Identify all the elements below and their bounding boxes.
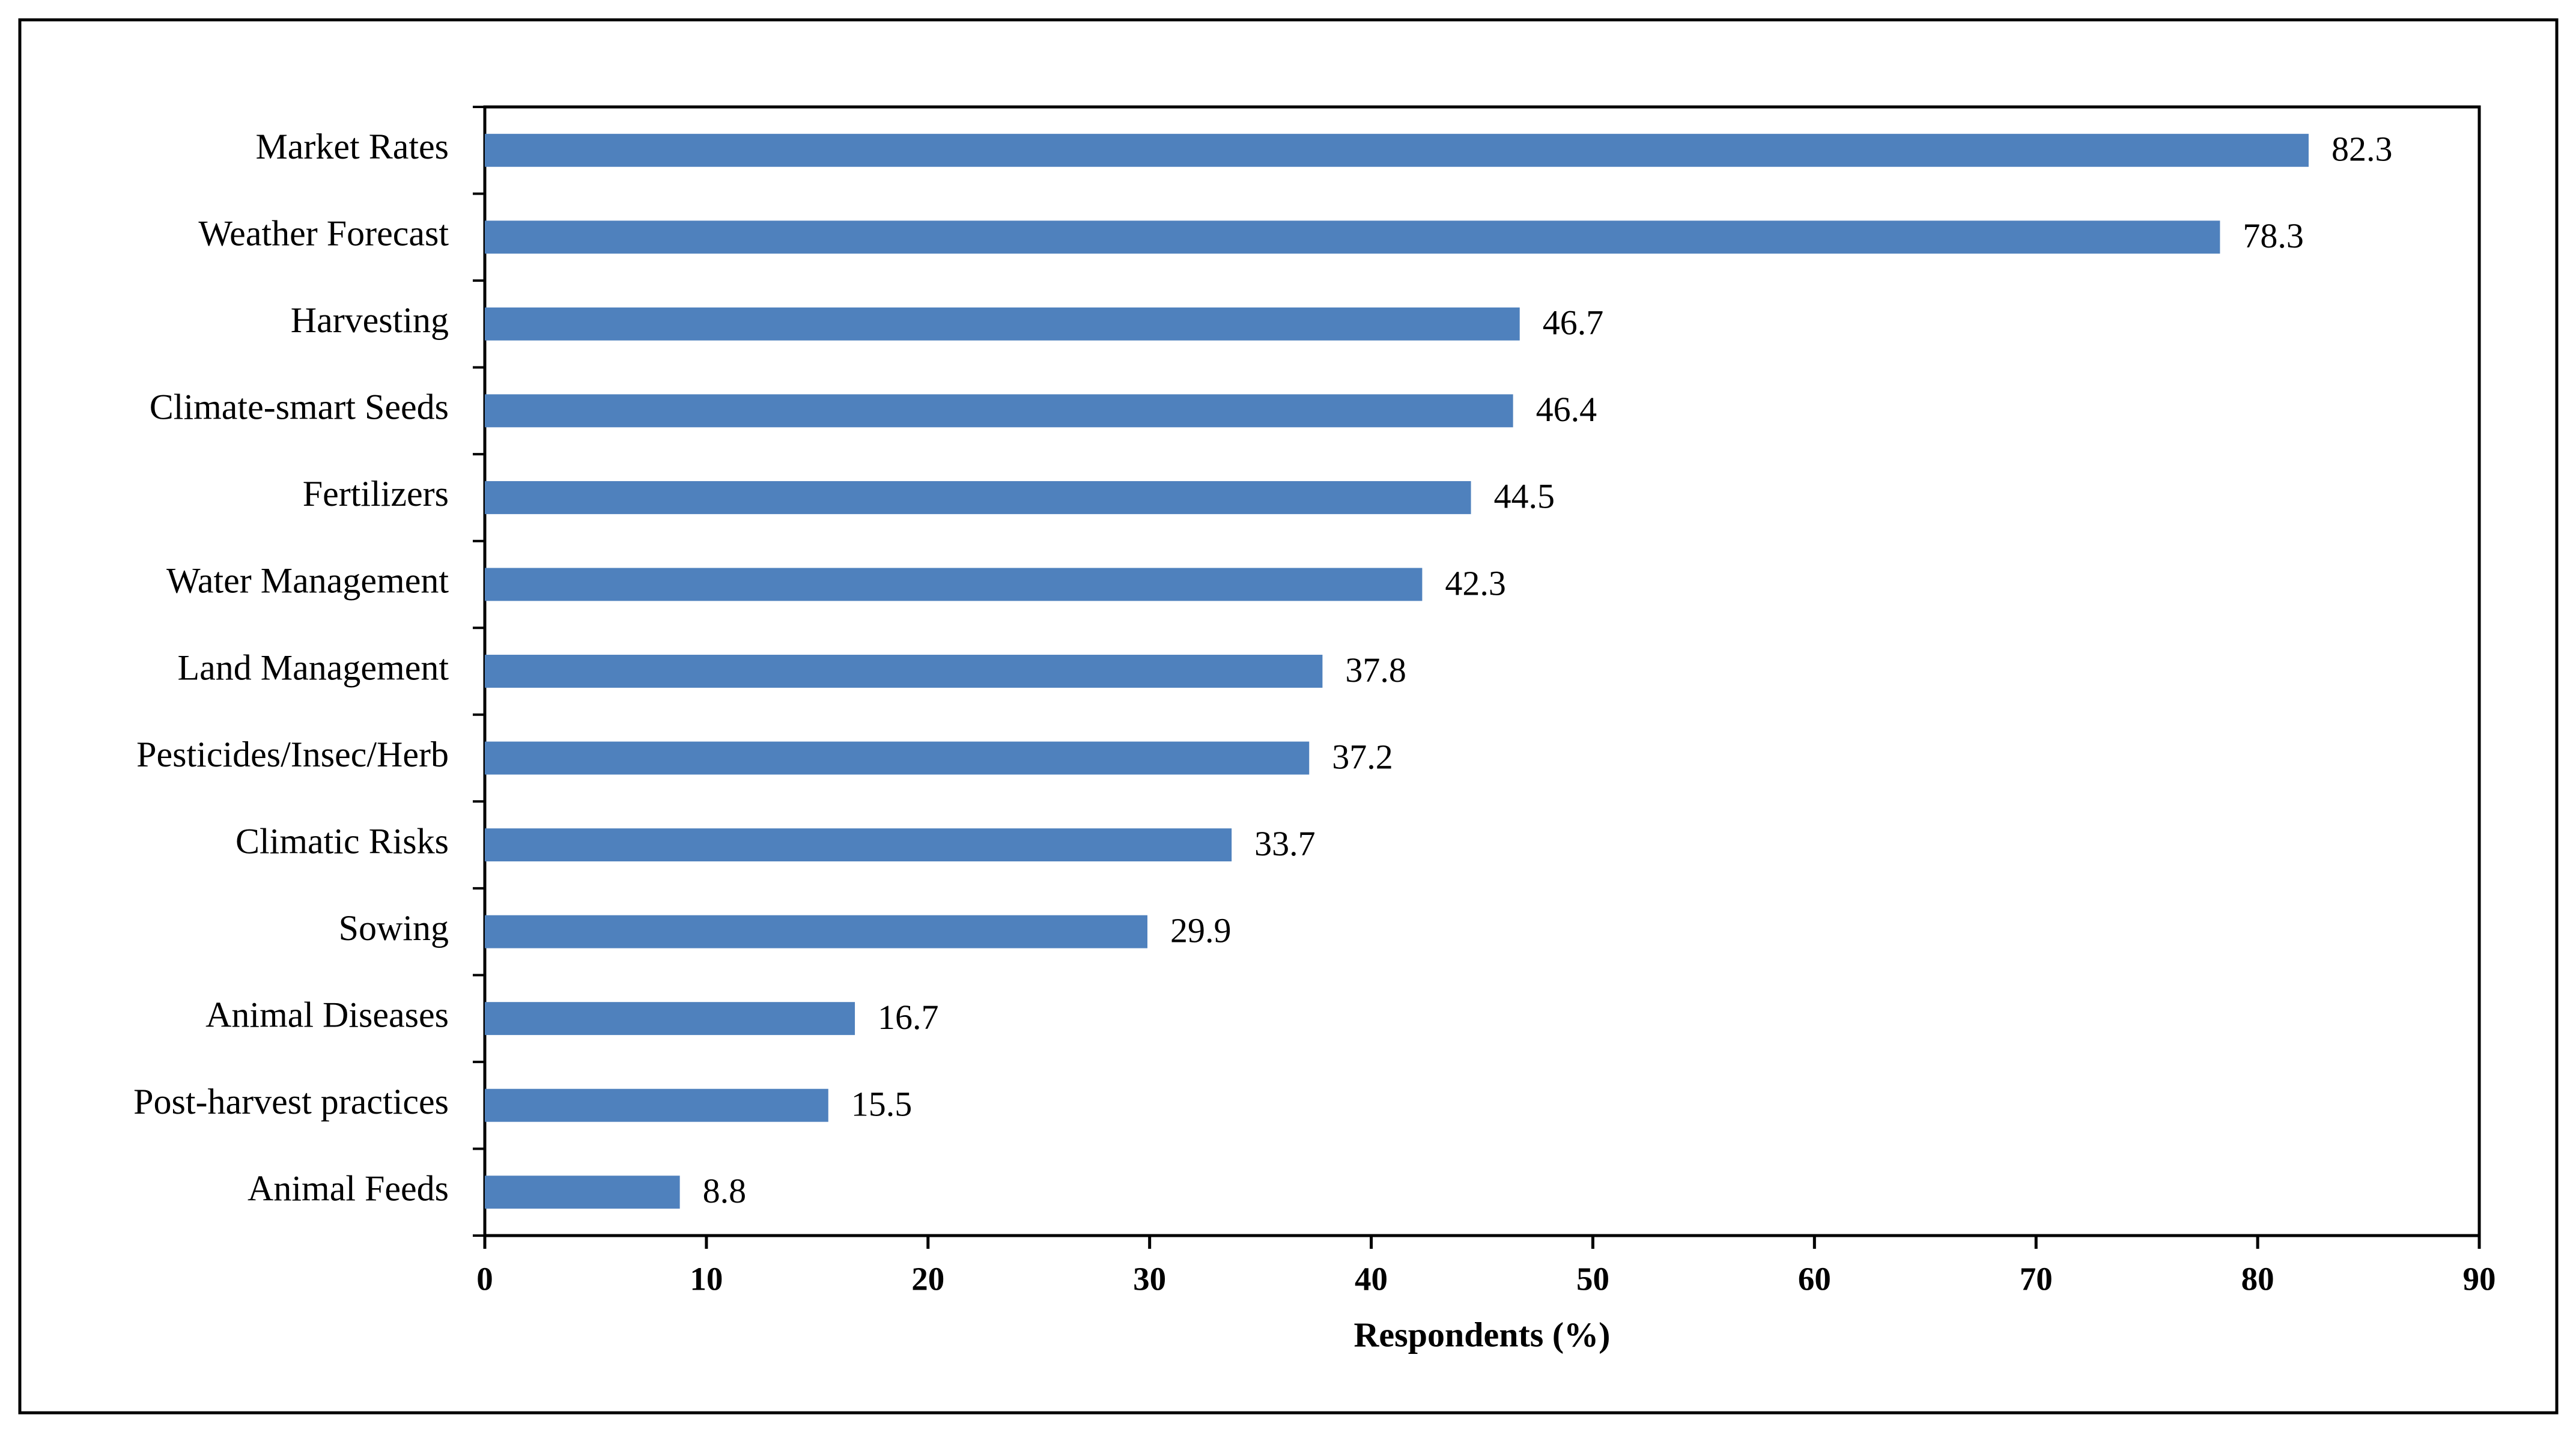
bar [485, 1176, 680, 1209]
data-label: 46.7 [1543, 303, 1604, 342]
y-tick-label: Harvesting [291, 300, 449, 340]
bar [485, 481, 1471, 514]
data-label: 33.7 [1254, 824, 1316, 863]
data-label: 8.8 [703, 1171, 747, 1210]
y-tick-label: Post-harvest practices [133, 1082, 449, 1121]
data-label: 42.3 [1445, 563, 1506, 602]
data-label: 37.8 [1345, 651, 1406, 690]
x-tick-label: 90 [2463, 1261, 2496, 1297]
data-label: 37.2 [1332, 737, 1393, 776]
x-tick-label: 80 [2241, 1261, 2274, 1297]
bar [485, 307, 1520, 341]
y-tick-label: Water Management [166, 561, 449, 601]
y-tick-label: Weather Forecast [198, 214, 449, 253]
y-tick-label: Fertilizers [303, 474, 449, 514]
y-tick-label: Market Rates [255, 127, 449, 166]
x-tick-label: 70 [2020, 1261, 2053, 1297]
data-label: 44.5 [1494, 477, 1555, 516]
data-label: 15.5 [851, 1085, 913, 1124]
y-tick-label: Climate-smart Seeds [150, 387, 449, 427]
x-tick-label: 60 [1798, 1261, 1831, 1297]
bar [485, 1002, 855, 1036]
x-tick-label: 20 [911, 1261, 944, 1297]
data-label: 16.7 [878, 998, 939, 1037]
y-tick-label: Land Management [178, 648, 449, 687]
bar [485, 655, 1323, 688]
x-tick-label: 50 [1576, 1261, 1609, 1297]
data-label: 82.3 [2331, 130, 2393, 169]
y-tick-label: Animal Diseases [205, 995, 449, 1034]
x-tick-label: 30 [1133, 1261, 1166, 1297]
bar [485, 915, 1147, 948]
y-tick-label: Animal Feeds [248, 1168, 449, 1208]
x-tick-label: 10 [690, 1261, 723, 1297]
bar [485, 568, 1423, 601]
y-tick-label: Climatic Risks [235, 821, 449, 861]
bar [485, 1088, 828, 1122]
data-label: 29.9 [1170, 911, 1232, 950]
bar [485, 220, 2220, 254]
bar [485, 133, 2309, 167]
y-tick-label: Sowing [339, 908, 449, 948]
x-tick-label: 40 [1355, 1261, 1388, 1297]
bar [485, 828, 1232, 862]
data-label: 46.4 [1536, 390, 1597, 429]
y-tick-label: Pesticides/Insec/Herb [136, 735, 449, 774]
bar [485, 741, 1310, 775]
x-tick-label: 0 [476, 1261, 493, 1297]
bar [485, 394, 1513, 428]
x-axis-title: Respondents (%) [1354, 1315, 1611, 1354]
data-label: 78.3 [2243, 216, 2304, 255]
